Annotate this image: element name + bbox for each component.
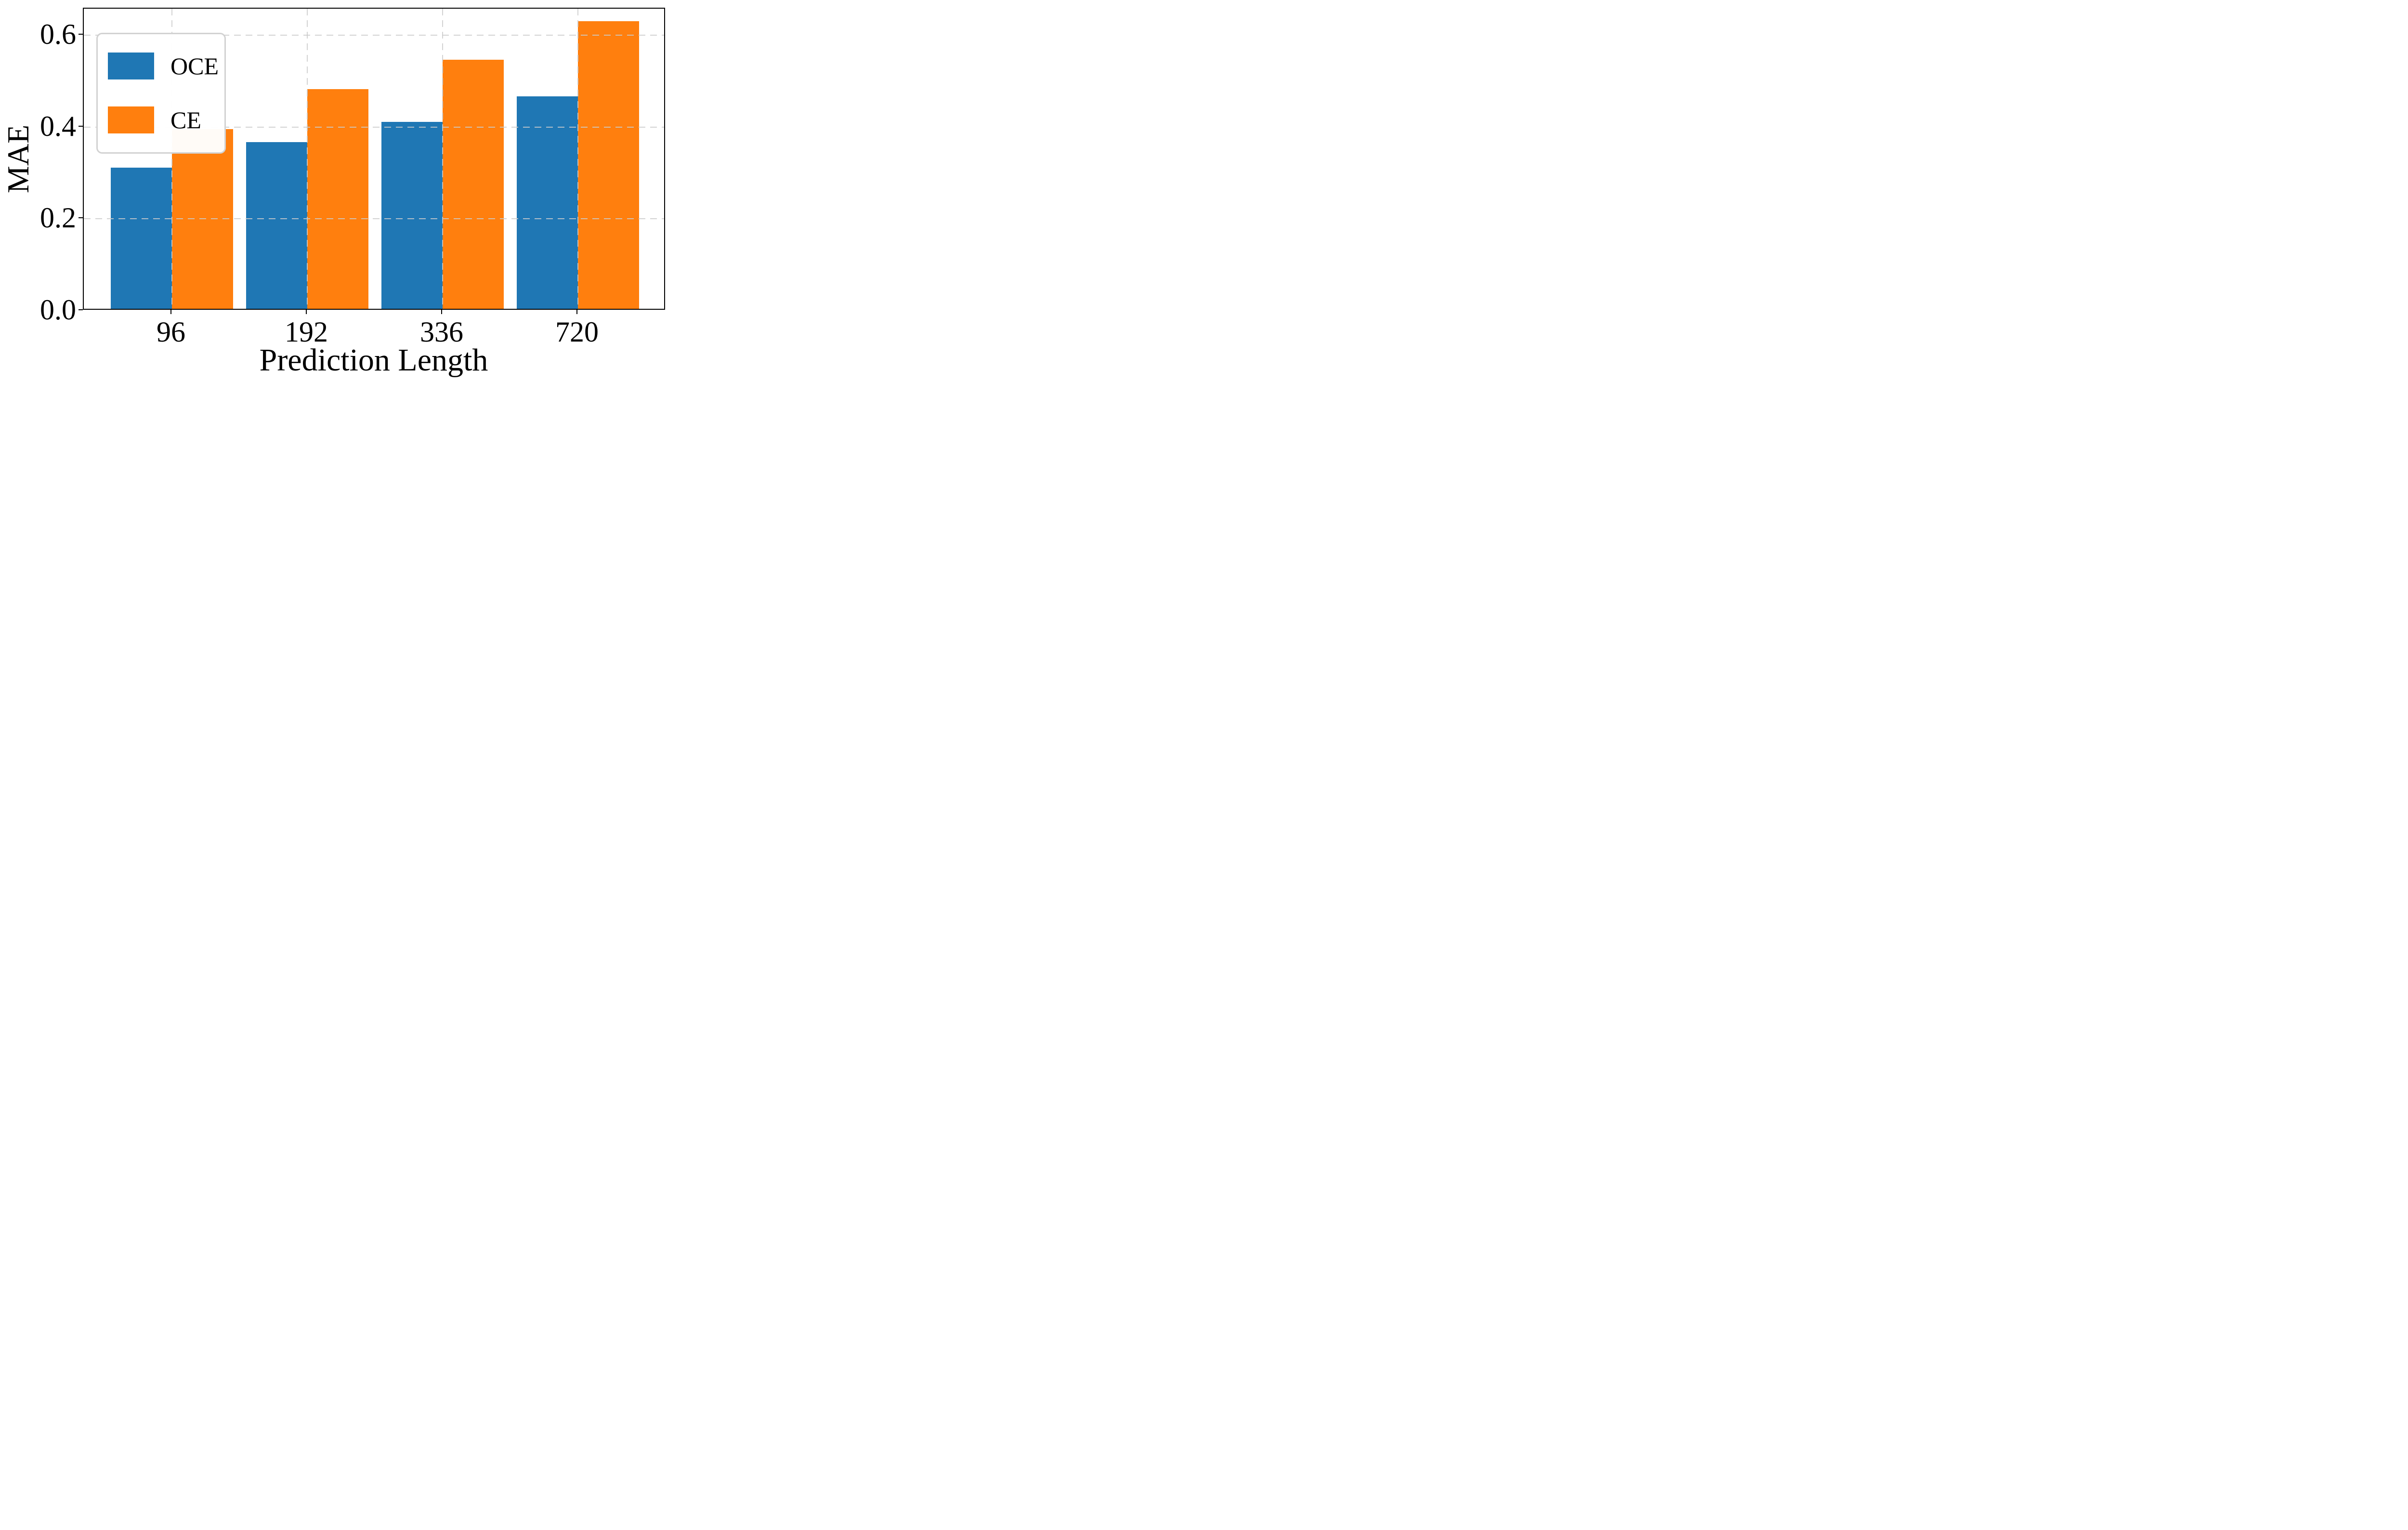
xtick-label-720: 720 <box>555 316 599 348</box>
bar-oce-720 <box>517 96 578 309</box>
gridline-x-720 <box>577 9 578 309</box>
ytick-label-0.2: 0.2 <box>40 202 76 234</box>
legend-label-oce: OCE <box>170 53 219 79</box>
plot-area: OCE CE <box>83 8 665 310</box>
x-axis-label: Prediction Length <box>259 343 488 378</box>
xtick-96 <box>170 310 171 314</box>
gridline-x-192 <box>307 9 308 309</box>
ytick-0.6 <box>79 34 83 35</box>
gridline-x-96 <box>171 9 172 309</box>
xtick-label-96: 96 <box>157 316 185 348</box>
bar-oce-96 <box>111 167 172 309</box>
ytick-label-0.6: 0.6 <box>40 18 76 51</box>
ytick-0.4 <box>79 125 83 127</box>
legend-swatch-oce <box>108 53 154 79</box>
bar-oce-192 <box>246 142 307 309</box>
bar-ce-720 <box>578 21 639 309</box>
ytick-0.0 <box>79 309 83 310</box>
xtick-label-336: 336 <box>420 316 463 348</box>
xtick-192 <box>306 310 307 314</box>
grid-layer <box>84 9 664 309</box>
bar-oce-336 <box>381 122 443 309</box>
bar-ce-336 <box>443 59 504 309</box>
gridline-y-0.6 <box>84 35 664 36</box>
legend-swatch-ce <box>108 106 154 133</box>
legend-item-oce: OCE <box>108 53 224 79</box>
xtick-336 <box>441 310 442 314</box>
bar-chart-figure: MAE OCE CE Prediction Length 0.0 0.2 0.4 0.… <box>0 0 671 382</box>
gridline-x-336 <box>442 9 443 309</box>
gridline-y-0.2 <box>84 218 664 220</box>
ytick-label-0.4: 0.4 <box>40 110 76 142</box>
gridline-y-0.4 <box>84 126 664 128</box>
xtick-720 <box>576 310 577 314</box>
ytick-0.2 <box>79 217 83 219</box>
legend: OCE CE <box>96 33 226 154</box>
xtick-label-192: 192 <box>285 316 328 348</box>
bar-ce-192 <box>307 89 368 309</box>
ytick-label-0.0: 0.0 <box>40 294 76 326</box>
legend-label-ce: CE <box>170 106 201 133</box>
legend-item-ce: CE <box>108 106 224 133</box>
